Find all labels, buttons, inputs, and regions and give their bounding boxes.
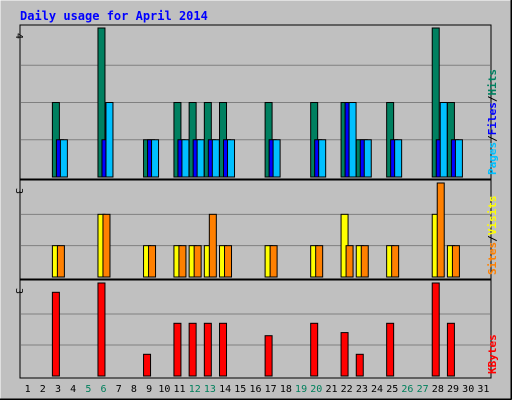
panel-frame: [19, 24, 492, 180]
x-tick-label-day-4: 4: [70, 384, 76, 395]
x-tick-label-day-19: 19: [295, 384, 307, 395]
bar-pages-day-11: [181, 139, 190, 178]
y-max-label: 3: [13, 288, 24, 294]
x-tick-label-day-3: 3: [55, 384, 61, 395]
bar-sites-day-11: [178, 245, 187, 278]
x-tick-label-day-24: 24: [371, 384, 383, 395]
x-tick-label-day-23: 23: [356, 384, 368, 395]
bar-sites-day-14: [224, 245, 233, 278]
x-tick-label-day-17: 17: [265, 384, 277, 395]
legend-separator: /: [486, 95, 499, 102]
bar-kbytes-day-13: [203, 322, 212, 377]
legend-entry-visits: Visits: [486, 196, 499, 236]
x-tick-label-day-29: 29: [447, 384, 459, 395]
bar-kbytes-day-22: [340, 332, 349, 377]
bar-kbytes-day-3: [51, 291, 60, 377]
bar-pages-day-28: [439, 102, 448, 178]
legend-entry-pages: Pages: [486, 142, 499, 175]
bar-kbytes-day-25: [386, 322, 395, 377]
chart-title: Daily usage for April 2014: [20, 9, 208, 23]
panel-frame: [19, 179, 492, 280]
bar-pages-day-20: [318, 139, 327, 178]
x-tick-label-day-12: 12: [189, 384, 201, 395]
bar-kbytes-day-9: [143, 353, 152, 377]
y-max-label: 4: [13, 33, 24, 39]
bar-pages-day-22: [348, 102, 357, 178]
x-tick-label-day-11: 11: [174, 384, 186, 395]
x-tick-label-day-30: 30: [462, 384, 474, 395]
y-max-label: 3: [13, 188, 24, 194]
bar-sites-day-25: [391, 245, 400, 278]
x-tick-label-day-28: 28: [432, 384, 444, 395]
bar-pages-day-14: [227, 139, 236, 178]
legend-separator: /: [486, 135, 499, 142]
bar-pages-day-6: [105, 102, 114, 178]
x-tick-label-day-25: 25: [386, 384, 398, 395]
bar-pages-day-3: [59, 139, 68, 178]
panel-kbytes: 3 KBytes: [13, 279, 499, 379]
bar-sites-day-17: [269, 245, 278, 278]
bar-sites-day-20: [315, 245, 324, 278]
legend-entry-files: Files: [486, 102, 499, 135]
bar-sites-day-3: [56, 245, 65, 278]
bar-pages-day-29: [454, 139, 463, 178]
bar-pages-day-23: [363, 139, 372, 178]
legend-entry-hits: Hits: [486, 69, 499, 96]
bar-sites-day-29: [451, 245, 460, 278]
x-tick-label-day-9: 9: [146, 384, 152, 395]
legend-kbytes: KBytes: [486, 334, 499, 374]
bar-kbytes-day-28: [431, 282, 440, 377]
bar-kbytes-day-12: [188, 322, 197, 377]
bar-kbytes-day-20: [310, 322, 319, 377]
x-tick-label-day-6: 6: [101, 384, 107, 395]
legend-separator: /: [486, 235, 499, 242]
bar-kbytes-day-23: [355, 353, 364, 377]
x-tick-label-day-5: 5: [85, 384, 91, 395]
x-tick-label-day-21: 21: [325, 384, 337, 395]
bar-kbytes-day-14: [219, 322, 228, 377]
x-tick-label-day-15: 15: [234, 384, 246, 395]
x-tick-label-day-16: 16: [249, 384, 261, 395]
x-tick-label-day-27: 27: [417, 384, 429, 395]
bar-pages-day-9: [151, 139, 160, 178]
x-tick-label-day-31: 31: [477, 384, 489, 395]
bar-pages-day-13: [211, 139, 220, 178]
bar-sites-day-22: [345, 245, 354, 278]
bar-pages-day-12: [196, 139, 205, 178]
panel-frame: [19, 279, 492, 379]
bar-sites-day-13: [208, 213, 217, 278]
x-tick-label-day-13: 13: [204, 384, 216, 395]
x-tick-label-day-10: 10: [158, 384, 170, 395]
x-tick-label-day-8: 8: [131, 384, 137, 395]
bar-kbytes-day-17: [264, 335, 273, 377]
x-tick-label-day-22: 22: [341, 384, 353, 395]
x-tick-label-day-18: 18: [280, 384, 292, 395]
x-tick-label-day-1: 1: [25, 384, 31, 395]
bar-pages-day-25: [394, 139, 403, 178]
panel-visits-sites: 3 Sites/Visits: [13, 179, 499, 280]
bar-sites-day-6: [102, 213, 111, 278]
bar-kbytes-day-11: [173, 322, 182, 377]
x-tick-label-day-26: 26: [401, 384, 413, 395]
x-tick-label-day-2: 2: [40, 384, 46, 395]
bar-sites-day-9: [148, 245, 157, 278]
bar-sites-day-12: [193, 245, 202, 278]
legend-entry-kbytes: KBytes: [486, 334, 499, 374]
legend-visits-sites: Sites/Visits: [486, 196, 499, 276]
x-axis-labels: 1 2 3 4 5 6 7 8 9 10 11 12 13 14 15 16 17 18 19 20 21 22 23 24 2…: [25, 384, 490, 395]
bar-pages-day-17: [272, 139, 281, 178]
bar-kbytes-day-6: [97, 282, 106, 377]
bar-sites-day-23: [360, 245, 369, 278]
legend-pages-files-hits: Pages/Files/Hits: [486, 69, 499, 175]
x-tick-label-day-20: 20: [310, 384, 322, 395]
x-tick-label-day-14: 14: [219, 384, 231, 395]
bar-kbytes-day-29: [446, 322, 455, 377]
x-tick-label-day-7: 7: [116, 384, 122, 395]
bar-sites-day-28: [436, 182, 445, 278]
legend-entry-sites: Sites: [486, 242, 499, 275]
